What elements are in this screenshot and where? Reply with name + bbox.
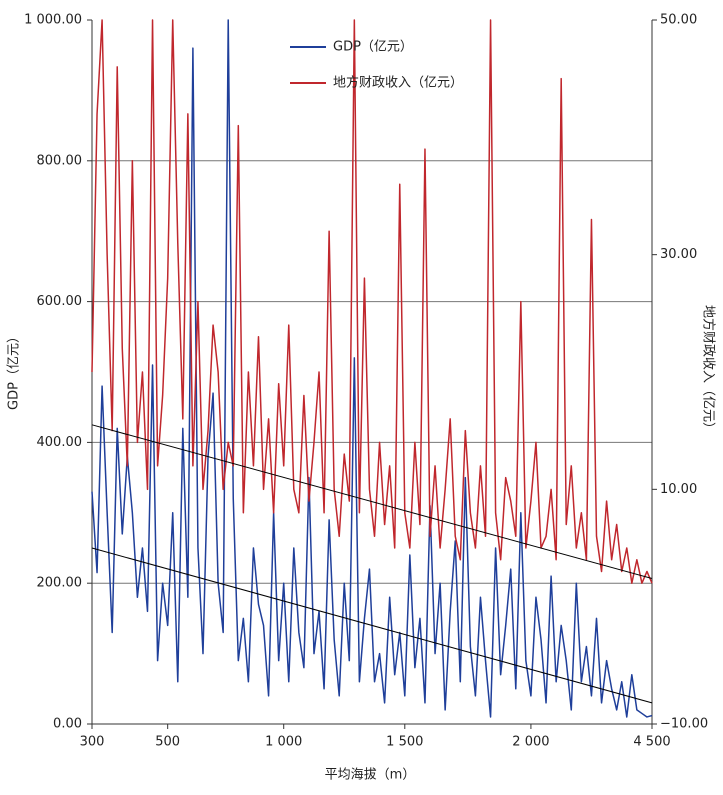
x-tick-label: 500: [155, 735, 180, 750]
y-tick-label: 400.00: [37, 435, 83, 450]
y2-tick-label: −10.00: [660, 717, 708, 732]
y2-tick-label: 50.00: [660, 13, 697, 28]
legend-label: GDP（亿元）: [333, 40, 413, 55]
legend-label: 地方财政收入（亿元）: [333, 75, 463, 91]
trend-line: [91, 547, 653, 704]
y-tick-label: 800.00: [37, 153, 83, 168]
y2-axis-title: 地方财政收入（亿元）: [701, 305, 717, 435]
x-tick-label: 1 000: [265, 735, 302, 750]
x-tick-label: 2 000: [512, 735, 549, 750]
x-tick-label: 4 500: [633, 735, 670, 750]
x-tick-label: 1 500: [386, 735, 423, 750]
y-axis-title: GDP（亿元）: [7, 330, 22, 410]
y-tick-label: 200.00: [37, 576, 83, 591]
y-tick-label: 600.00: [37, 294, 83, 309]
series-line: [91, 19, 653, 718]
trend-line: [91, 424, 653, 579]
y2-tick-label: 30.00: [660, 247, 697, 262]
y-tick-label: 0.00: [53, 717, 82, 732]
y-tick-label: 1 000.00: [24, 13, 82, 28]
x-axis-title: 平均海拔（m）: [325, 768, 416, 783]
y2-tick-label: 10.00: [660, 482, 697, 497]
series-line: [91, 19, 653, 584]
x-tick-label: 300: [80, 735, 105, 750]
